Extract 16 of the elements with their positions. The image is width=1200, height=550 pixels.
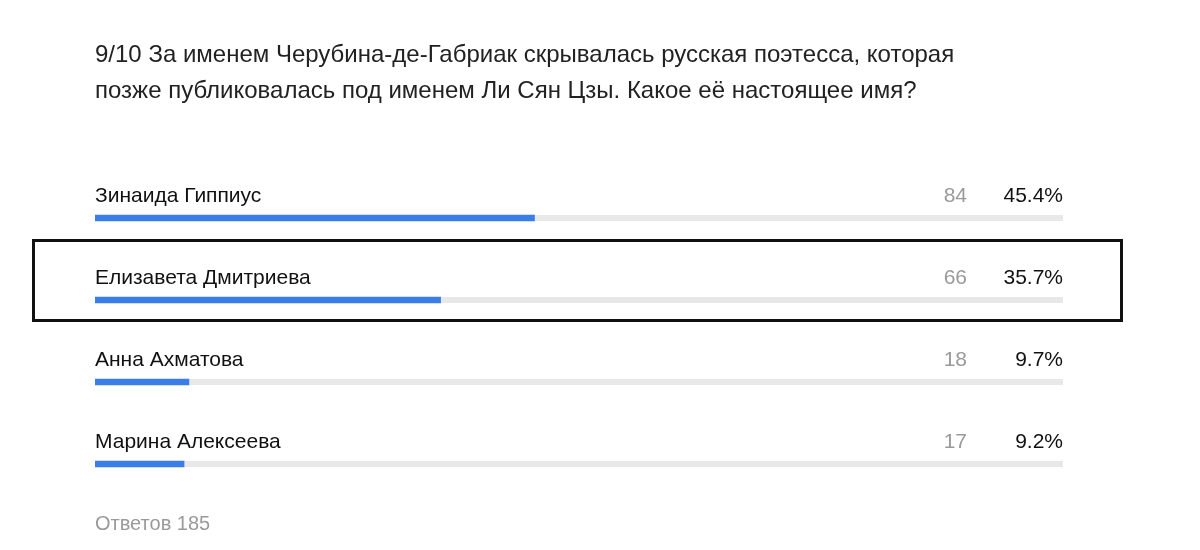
data-label: 9.7% [1015, 347, 1063, 370]
y-tick-label: Елизавета Дмитриева [95, 265, 312, 288]
bar [95, 378, 190, 386]
chart-title: 9/10 За именем Черубина-де-Габриак скрывалась русская поэтесса, которая позже публиковалась под именем Ли Сян Цзы. Какое её настоящее имя? [95, 39, 956, 105]
text: 17 [943, 429, 967, 452]
text: 66 [943, 265, 967, 288]
data-label: 45.4% [1003, 183, 1063, 206]
text: Ответов 185 [95, 512, 211, 535]
y-tick-label: Анна Ахматова [95, 347, 244, 370]
text: 84 [943, 183, 968, 206]
bar [95, 460, 185, 468]
y-tick-label: Марина Алексеева [95, 429, 282, 452]
data-label: 35.7% [1003, 265, 1063, 288]
data-label: 9.2% [1015, 429, 1063, 452]
text: 18 [943, 347, 967, 370]
y-tick-label: Зинаида Гиппиус [95, 183, 262, 206]
